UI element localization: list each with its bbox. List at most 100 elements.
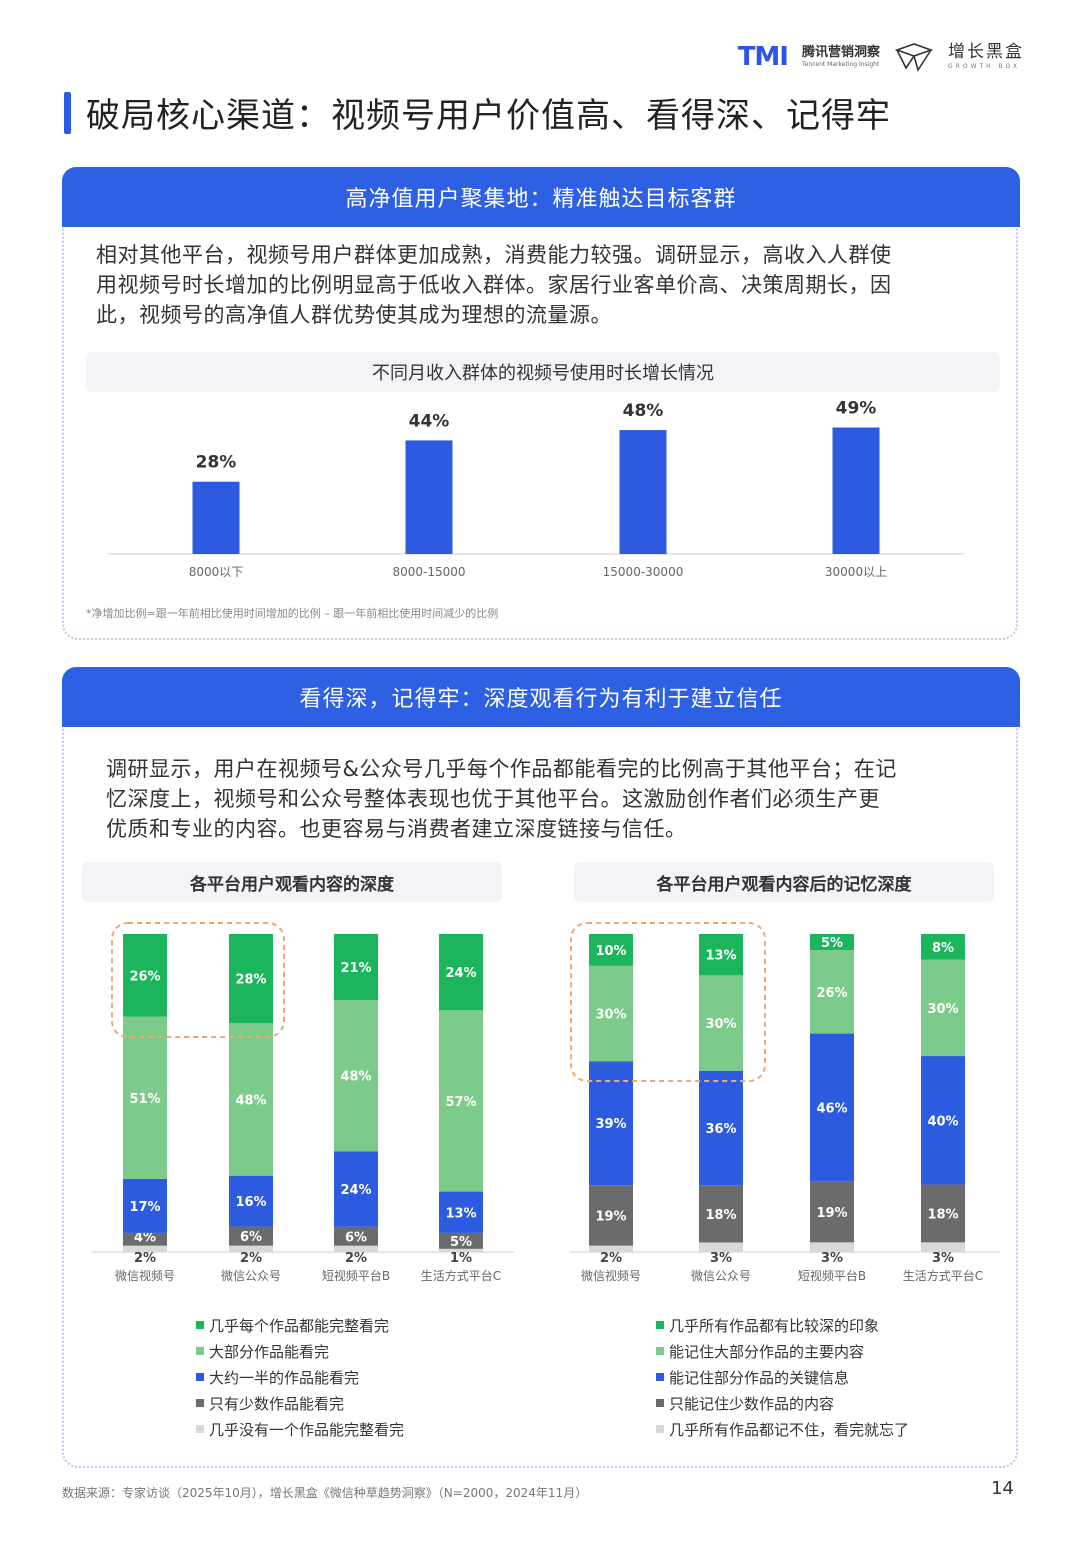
segment-label: 48% [235,1093,266,1108]
bar [405,440,453,554]
tmi-logo: TMI [737,42,789,72]
income-bar-chart: 28% 8000以下 44% 8000-15000 48% 15000-30000 49% 3… [108,398,964,579]
section2-paragraph: 调研显示，用户在视频号&公众号几乎每个作品都能看完的比例高于其他平台；在记 忆深… [106,754,897,844]
segment-label: 24% [445,966,476,981]
category-label: 生活方式平台C [903,1268,983,1283]
highlight-box [111,922,285,1038]
income-chart-footnote: *净增加比例=跟一年前相比使用时间增加的比例 – 跟一年前相比使用时间减少的比例 [86,607,499,620]
segment-label: 1% [450,1251,472,1266]
stack-segment [334,1226,378,1246]
stack-segment [589,1245,633,1252]
segment-label: 10% [595,944,626,959]
segment-label: 16% [235,1195,266,1210]
tick-label: 15000-30000 [603,565,684,579]
stack-segment [810,934,854,951]
legend-swatch [656,1347,664,1355]
segment-label: 30% [595,1008,626,1023]
stack-segment [699,1242,743,1252]
legend-label: 只有少数作品能看完 [209,1394,345,1413]
segment-label: 26% [129,969,160,984]
legend-swatch [656,1399,664,1407]
stack-segment [589,1185,633,1246]
segment-label: 8% [932,941,954,956]
section1-paragraph: 相对其他平台，视频号用户群体更加成熟，消费能力较强。调研显示，高收入人群使 用视… [96,240,892,330]
stack-segment [589,934,633,966]
stack-segment [699,975,743,1071]
segment-label: 5% [821,936,843,951]
tmi-brand-en: Tencent Marketing Insight [801,61,880,68]
bar [832,427,880,554]
section2-line: 优质和专业的内容。也更容易与消费者建立深度链接与信任。 [106,817,687,841]
stack-segment [123,1178,167,1233]
memory-depth-stacked-chart: 2% 19% 39% 30% 10% 微信视频号 3% 18% 36% 30% 13% 微信公众号 3%… [570,922,1000,1283]
segment-label: 18% [927,1207,958,1222]
segment-label: 2% [345,1251,367,1266]
section1-heading: 高净值用户聚集地：精准触达目标客群 [62,167,1020,227]
stack-segment [921,1242,965,1252]
segment-label: 2% [240,1251,262,1266]
data-label: 48% [623,401,664,421]
segment-label: 6% [345,1230,367,1245]
stack-segment [229,934,273,1024]
legend-label: 大部分作品能看完 [209,1342,330,1361]
stack-segment [229,1226,273,1246]
legend-label: 能记住大部分作品的主要内容 [669,1342,865,1361]
legend-swatch [196,1373,204,1381]
stack-segment [439,1248,483,1252]
segment-label: 40% [927,1114,958,1129]
stack-segment [921,934,965,960]
segment-label: 48% [340,1070,371,1085]
stack-segment [699,934,743,976]
category-label: 微信公众号 [691,1269,751,1283]
stack-segment [123,1016,167,1179]
memory-depth-legend: 几乎所有作品都有比较深的印象 能记住大部分作品的主要内容 能记住部分作品的关键信息只… [656,1312,909,1442]
legend-swatch [656,1321,664,1329]
stack-segment [439,1010,483,1192]
growth-box-en: GROWTH BOX [948,63,1021,70]
income-chart-title: 不同月收入群体的视频号使用时长增长情况 [86,352,1000,392]
segment-label: 24% [340,1183,371,1198]
memory-depth-chart-title: 各平台用户观看内容后的记忆深度 [574,862,994,902]
growth-box-cn: 增长黑盒 [948,42,1024,62]
tick-label: 30000以上 [825,565,887,579]
stack-segment [229,1175,273,1227]
legend-swatch [196,1321,204,1329]
stack-segment [810,1181,854,1243]
legend-item: 几乎没有一个作品能完整看完 [196,1416,404,1442]
section2-heading: 看得深，记得牢：深度观看行为有利于建立信任 [62,667,1020,727]
legend-label: 几乎没有一个作品能完整看完 [209,1420,405,1439]
legend-item: 几乎所有作品都有比较深的印象 [656,1312,909,1338]
segment-label: 3% [821,1251,843,1266]
legend-swatch [656,1425,664,1433]
category-label: 微信公众号 [221,1269,281,1283]
stack-segment [921,959,965,1057]
segment-label: 2% [600,1251,622,1266]
stack-segment [229,1245,273,1252]
segment-label: 17% [129,1200,160,1215]
bar [619,430,667,554]
legend-swatch [196,1425,204,1433]
segment-label: 30% [705,1017,736,1032]
segment-label: 4% [134,1230,156,1245]
stack-segment [229,1023,273,1176]
bar [192,481,240,554]
segment-label: 2% [134,1251,156,1266]
segment-label: 13% [705,949,736,964]
data-label: 49% [836,398,877,418]
section1-line: 用视频号时长增加的比例明显高于低收入群体。家居行业客单价高、决策周期长，因 [96,273,892,297]
data-source: 数据来源：专家访谈（2025年10月），增长黑盒《微信种草趋势洞察》（N=200… [62,1486,588,1500]
category-label: 微信视频号 [115,1268,175,1283]
stack-segment [699,1070,743,1186]
page-number: 14 [991,1478,1014,1499]
legend-item: 只能记住少数作品的内容 [656,1390,909,1416]
legend-item: 几乎所有作品都记不住，看完就忘了 [656,1416,909,1442]
legend-item: 大约一半的作品能看完 [196,1364,404,1390]
stack-segment [439,1191,483,1233]
stack-segment [810,1033,854,1182]
stack-segment [334,934,378,1001]
title-accent-bar [64,92,71,134]
segment-label: 3% [932,1251,954,1266]
legend-label: 几乎每个作品都能完整看完 [209,1316,390,1335]
segment-label: 18% [705,1208,736,1223]
segment-label: 21% [340,961,371,976]
